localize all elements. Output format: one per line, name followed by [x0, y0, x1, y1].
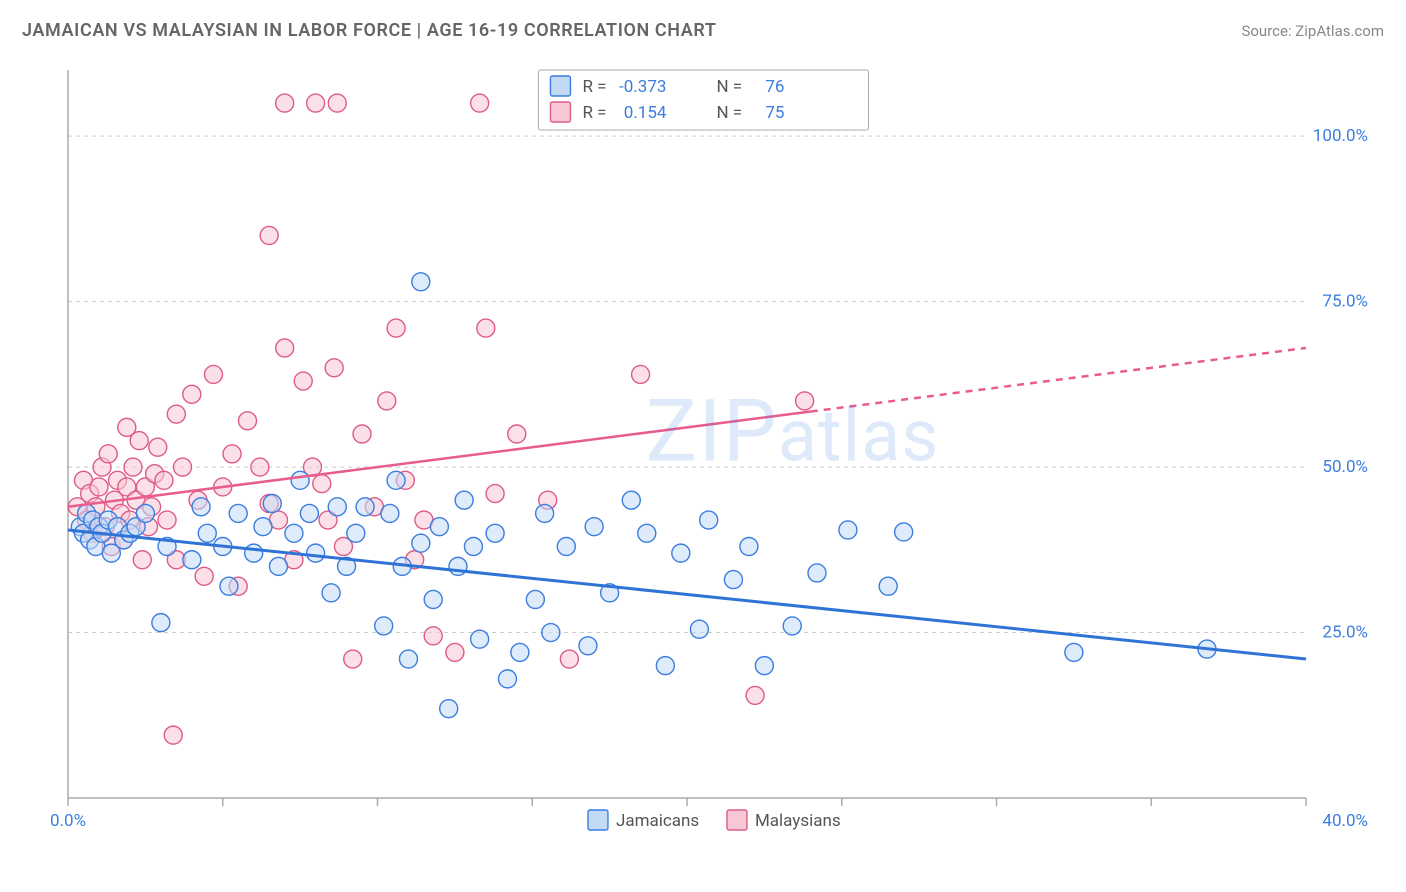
chart-area: 25.0%50.0%75.0%100.0%0.0%40.0%In Labor F… [50, 60, 1376, 832]
source-label: Source: ZipAtlas.com [1241, 22, 1384, 40]
svg-text:0.0%: 0.0% [50, 811, 86, 831]
svg-text:N =: N = [716, 77, 742, 97]
svg-text:100.0%: 100.0% [1313, 126, 1368, 146]
svg-text:40.0%: 40.0% [1322, 811, 1368, 831]
svg-text:50.0%: 50.0% [1322, 457, 1368, 477]
svg-text:25.0%: 25.0% [1322, 623, 1368, 643]
svg-text:0.154: 0.154 [624, 103, 667, 123]
svg-text:R =: R = [582, 103, 606, 123]
svg-text:N =: N = [716, 103, 742, 123]
svg-text:75.0%: 75.0% [1322, 292, 1368, 312]
svg-text:-0.373: -0.373 [619, 77, 666, 97]
svg-text:76: 76 [765, 77, 784, 97]
chart-title: JAMAICAN VS MALAYSIAN IN LABOR FORCE | A… [22, 20, 717, 41]
svg-text:Malaysians: Malaysians [755, 811, 841, 831]
svg-text:75: 75 [765, 103, 784, 123]
svg-text:R =: R = [582, 77, 606, 97]
scatter-plot: 25.0%50.0%75.0%100.0%0.0%40.0%In Labor F… [50, 60, 1376, 832]
svg-text:Jamaicans: Jamaicans [616, 811, 699, 831]
